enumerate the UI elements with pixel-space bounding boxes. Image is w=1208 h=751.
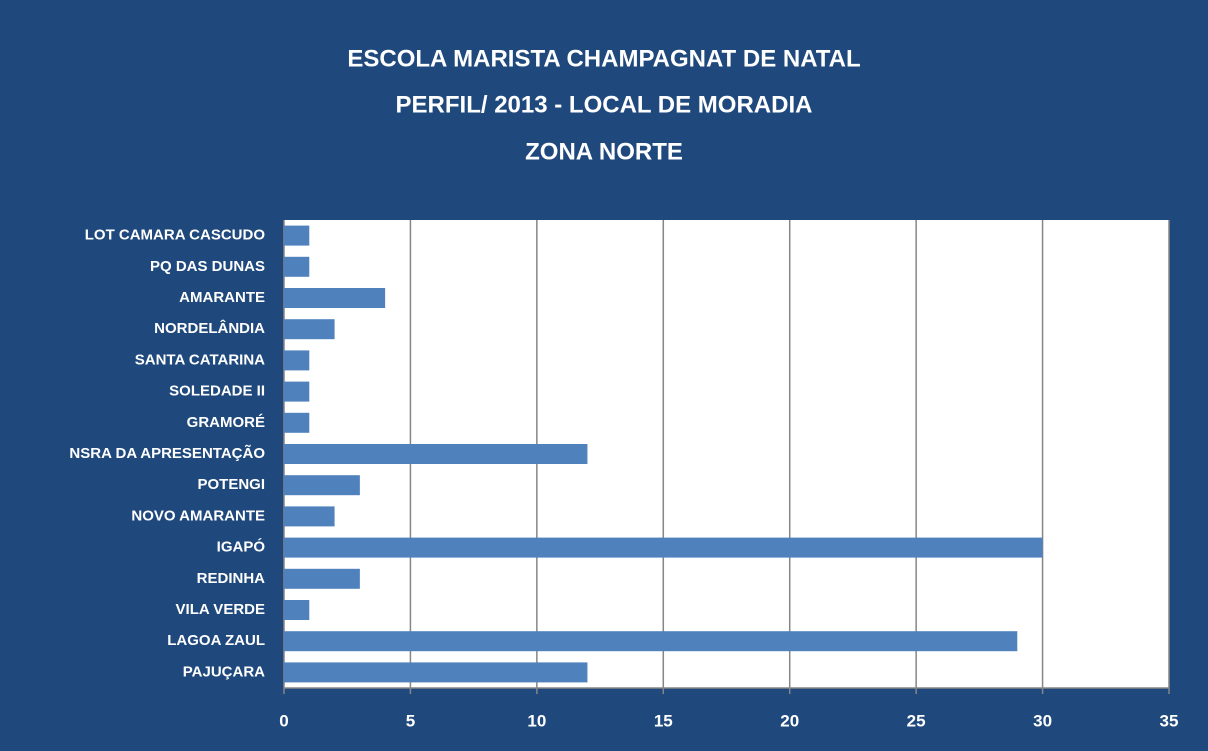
y-tick-label: LAGOA ZAUL [167, 632, 265, 649]
bar [284, 381, 310, 402]
y-tick-label: NORDELÂNDIA [154, 319, 265, 337]
bar [284, 225, 310, 246]
x-tick-label: 15 [654, 711, 673, 730]
chart-title: ZONA NORTE [525, 138, 683, 165]
y-tick-label: VILA VERDE [176, 601, 265, 618]
y-tick-label: POTENGI [197, 476, 265, 493]
y-tick-label: NOVO AMARANTE [131, 507, 265, 524]
bar [284, 412, 310, 433]
x-tick-label: 0 [279, 711, 288, 730]
bar [284, 475, 360, 496]
chart-title: PERFIL/ 2013 - LOCAL DE MORADIA [396, 91, 813, 118]
bar [284, 631, 1018, 652]
bar [284, 256, 310, 277]
y-tick-label: PAJUÇARA [183, 663, 265, 680]
y-tick-label: NSRA DA APRESENTAÇÃO [69, 444, 265, 462]
y-tick-label: PQ DAS DUNAS [150, 258, 265, 275]
x-tick-label: 10 [527, 711, 546, 730]
bar [284, 600, 310, 620]
bar [284, 662, 588, 683]
x-tick-label: 25 [907, 711, 926, 730]
bar [284, 537, 1043, 558]
y-tick-label: IGAPÓ [217, 538, 266, 556]
bar [284, 288, 386, 308]
bar [284, 444, 588, 464]
y-tick-label: SOLEDADE II [169, 383, 265, 400]
chart-title: ESCOLA MARISTA CHAMPAGNAT DE NATAL [347, 45, 860, 72]
bar [284, 319, 335, 340]
y-tick-label: GRAMORÉ [187, 414, 265, 431]
bar [284, 568, 360, 589]
y-tick-label: REDINHA [197, 570, 266, 587]
x-tick-label: 20 [780, 711, 799, 730]
x-tick-label: 30 [1033, 711, 1052, 730]
x-tick-label: 35 [1160, 711, 1179, 730]
bar [284, 506, 335, 527]
bar [284, 350, 310, 371]
y-tick-label: SANTA CATARINA [135, 351, 265, 368]
x-tick-label: 5 [406, 711, 415, 730]
y-tick-label: AMARANTE [179, 289, 265, 306]
y-tick-label: LOT CAMARA CASCUDO [85, 227, 266, 244]
